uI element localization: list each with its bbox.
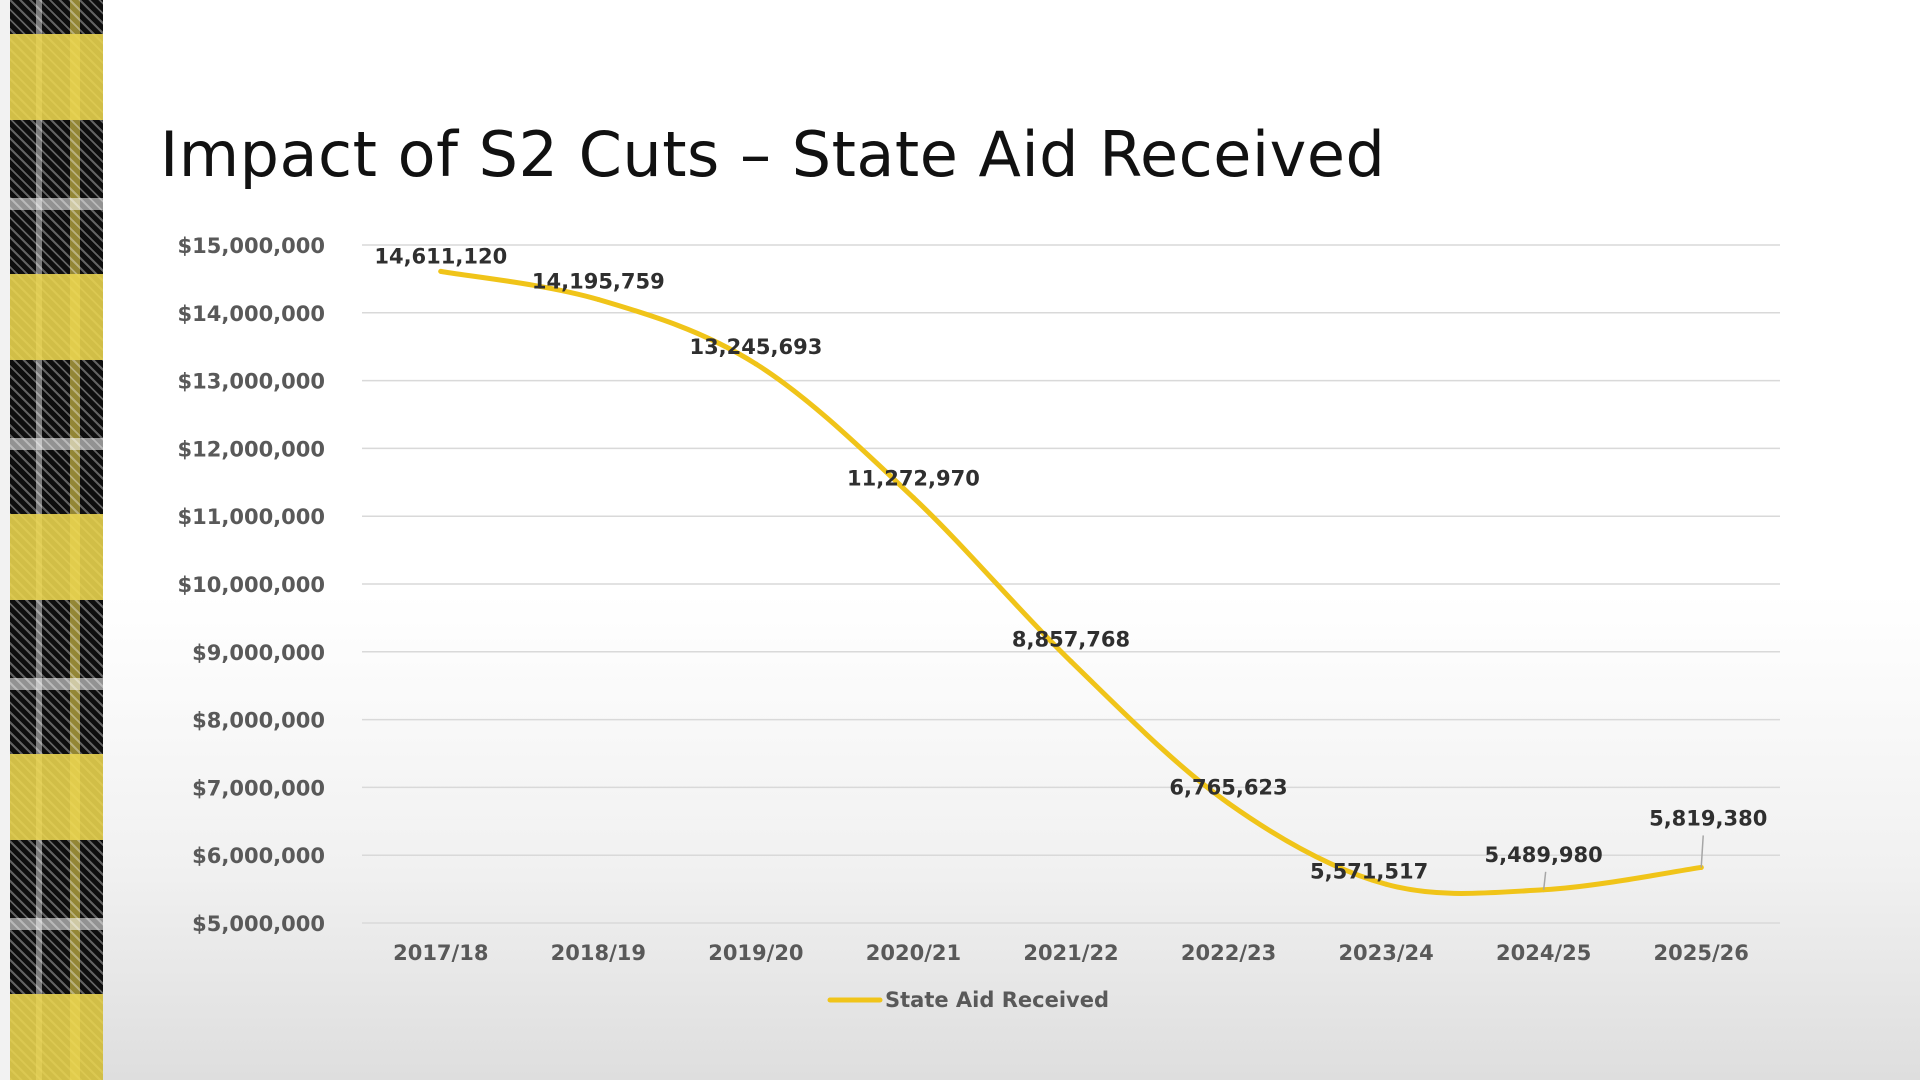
data-point <box>1226 800 1232 806</box>
data-label-layer: 14,611,120 14,195,759 13,245,693 11,272,970… <box>374 244 1767 890</box>
data-label: 14,195,759 <box>532 270 665 294</box>
data-label: 11,272,970 <box>847 467 980 491</box>
legend: State Aid Received <box>827 988 1109 1012</box>
x-tick-label: 2024/25 <box>1496 941 1591 965</box>
data-label: 14,611,120 <box>374 244 507 268</box>
legend-label: State Aid Received <box>885 988 1109 1012</box>
y-tick-label: $10,000,000 <box>178 573 325 597</box>
data-label: 8,857,768 <box>1012 627 1130 651</box>
gridlines <box>362 244 1780 924</box>
data-point <box>753 361 759 367</box>
side-band-edge <box>0 0 10 1080</box>
series-line-layer <box>438 268 1704 896</box>
x-tick-label: 2018/19 <box>551 941 646 965</box>
y-tick-label: $9,000,000 <box>192 641 325 665</box>
data-point <box>910 495 916 501</box>
plaid-side-band <box>0 0 103 1080</box>
data-label: 6,765,623 <box>1169 775 1287 799</box>
data-label: 5,571,517 <box>1310 859 1428 883</box>
y-tick-label: $5,000,000 <box>192 912 325 936</box>
slide-title: Impact of S2 Cuts – State Aid Received <box>160 118 1386 191</box>
x-tick-label: 2017/18 <box>393 941 488 965</box>
data-label: 13,245,693 <box>689 335 822 359</box>
x-tick-label: 2020/21 <box>866 941 961 965</box>
y-tick-label: $14,000,000 <box>178 302 325 326</box>
y-tick-label: $7,000,000 <box>192 776 325 800</box>
x-tick-label: 2019/20 <box>708 941 803 965</box>
y-tick-label: $11,000,000 <box>178 505 325 529</box>
x-tick-label: 2021/22 <box>1023 941 1118 965</box>
data-label-leader <box>1542 871 1547 890</box>
y-tick-label: $8,000,000 <box>192 709 325 733</box>
data-label: 5,819,380 <box>1649 806 1767 830</box>
y-tick-label: $6,000,000 <box>192 844 325 868</box>
data-point <box>595 297 601 303</box>
x-tick-label: 2025/26 <box>1654 941 1749 965</box>
data-point <box>1383 881 1389 887</box>
x-tick-label: 2023/24 <box>1338 941 1433 965</box>
x-tick-label: 2022/23 <box>1181 941 1276 965</box>
x-axis-tick-labels: 2017/18 2018/19 2019/20 2020/21 2021/22 2022/… <box>393 941 1749 965</box>
y-tick-label: $13,000,000 <box>178 370 325 394</box>
data-label: 5,489,980 <box>1485 843 1603 867</box>
data-label-leader <box>1700 835 1704 868</box>
y-tick-label: $12,000,000 <box>178 437 325 461</box>
state-aid-series-line <box>438 268 1704 896</box>
data-point <box>1068 658 1074 664</box>
y-axis-tick-labels: $5,000,000 $6,000,000 $7,000,000 $8,000,000… <box>178 234 325 936</box>
y-tick-label: $15,000,000 <box>178 234 325 258</box>
data-point <box>438 268 444 274</box>
